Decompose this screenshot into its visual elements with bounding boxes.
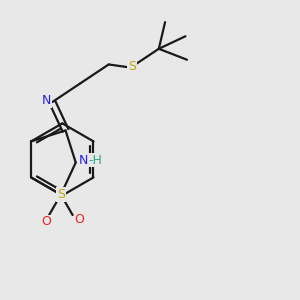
Text: -H: -H [88,154,102,166]
Text: S: S [57,188,65,201]
Text: N: N [42,94,51,107]
Text: O: O [75,213,84,226]
Text: O: O [42,215,52,228]
Text: S: S [128,59,136,73]
Text: N: N [79,154,88,166]
